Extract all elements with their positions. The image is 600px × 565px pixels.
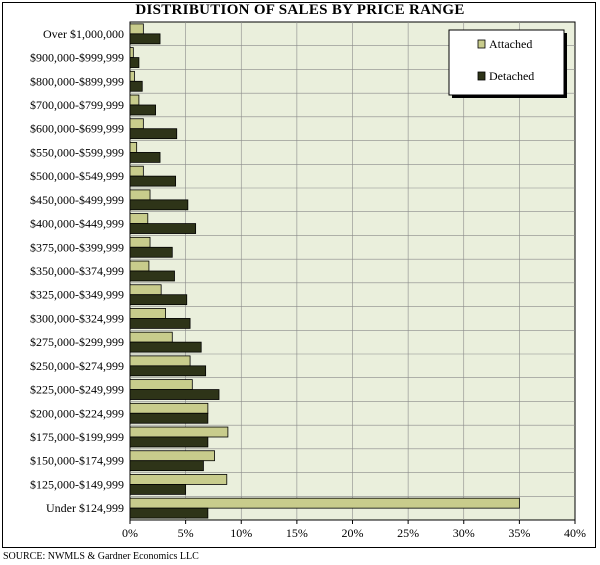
category-label: $300,000-$324,999 <box>30 311 124 325</box>
bar-detached-11 <box>129 294 188 306</box>
category-label: $225,000-$249,999 <box>30 383 124 397</box>
chart-title: DISTRIBUTION OF SALES BY PRICE RANGE <box>135 2 465 18</box>
category-label: $275,000-$299,999 <box>30 335 124 349</box>
x-tick-label: 15% <box>286 526 308 540</box>
x-tick-label: 40% <box>564 526 586 540</box>
bar-attached-1 <box>129 47 134 58</box>
bar-attached-19 <box>129 474 228 485</box>
bar-detached-13 <box>129 341 202 353</box>
bar-detached-16 <box>129 412 209 424</box>
legend-label-attached: Attached <box>489 37 532 51</box>
bar-attached-5 <box>129 142 138 153</box>
bar-detached-7 <box>129 199 189 211</box>
category-label: $400,000-$449,999 <box>30 217 124 231</box>
bar-detached-1 <box>129 57 140 68</box>
bar-detached-0 <box>129 33 161 45</box>
legend-label-detached: Detached <box>489 69 534 83</box>
x-tick-label: 25% <box>397 526 419 540</box>
category-label: $150,000-$174,999 <box>30 454 124 468</box>
bar-detached-6 <box>129 175 177 187</box>
category-label: $325,000-$349,999 <box>30 288 124 302</box>
bar-attached-9 <box>129 236 151 248</box>
category-label: $600,000-$699,999 <box>30 122 124 136</box>
category-label: $800,000-$899,999 <box>30 74 124 88</box>
bar-detached-12 <box>129 318 191 329</box>
bar-detached-3 <box>129 104 156 116</box>
bar-attached-17 <box>129 426 229 438</box>
bar-attached-6 <box>129 165 144 177</box>
legend-swatch-detached <box>477 71 486 81</box>
bar-detached-5 <box>129 152 161 163</box>
bar-attached-13 <box>129 331 173 343</box>
bar-attached-11 <box>129 284 162 296</box>
bar-detached-8 <box>129 223 197 234</box>
x-tick-label: 30% <box>453 526 475 540</box>
category-label: $125,000-$149,999 <box>30 477 124 491</box>
bar-detached-15 <box>129 389 220 400</box>
category-label: Over $1,000,000 <box>43 27 124 41</box>
category-label: $900,000-$999,999 <box>30 51 124 65</box>
bar-attached-16 <box>129 402 209 414</box>
x-tick-label: 5% <box>178 526 194 540</box>
category-label: $175,000-$199,999 <box>30 430 124 444</box>
bar-detached-20 <box>129 507 209 519</box>
bar-attached-14 <box>129 355 191 367</box>
x-tick-label: 35% <box>508 526 530 540</box>
bar-attached-18 <box>129 450 215 462</box>
x-tick-label: 20% <box>342 526 364 540</box>
bar-detached-19 <box>129 484 187 495</box>
category-label: $375,000-$399,999 <box>30 240 124 254</box>
category-label: $700,000-$799,999 <box>30 98 124 112</box>
category-label: $500,000-$549,999 <box>30 169 124 183</box>
bar-detached-17 <box>129 436 209 448</box>
bar-attached-7 <box>129 189 151 201</box>
x-tick-label: 10% <box>230 526 252 540</box>
x-tick-label: 0% <box>122 526 138 540</box>
bar-detached-14 <box>129 365 207 377</box>
bar-attached-8 <box>129 213 149 224</box>
legend-box <box>448 29 565 96</box>
bar-detached-10 <box>129 270 175 282</box>
category-label: Under $124,999 <box>46 501 124 515</box>
bar-detached-18 <box>129 460 204 472</box>
category-label: $550,000-$599,999 <box>30 145 124 159</box>
bar-attached-20 <box>129 497 520 509</box>
bar-detached-9 <box>129 246 173 258</box>
category-label: $450,000-$499,999 <box>30 193 124 207</box>
category-label: $350,000-$374,999 <box>30 264 124 278</box>
bar-attached-0 <box>129 23 144 35</box>
bar-attached-2 <box>129 70 135 82</box>
category-label: $200,000-$224,999 <box>30 406 124 420</box>
source-note: SOURCE: NWMLS & Gardner Economics LLC <box>3 551 199 562</box>
legend-swatch-attached <box>477 39 486 49</box>
bar-detached-2 <box>129 80 143 92</box>
bar-attached-4 <box>129 118 144 130</box>
bar-attached-12 <box>129 308 166 319</box>
bar-detached-4 <box>129 128 178 140</box>
category-label: $250,000-$274,999 <box>30 359 124 373</box>
bar-attached-3 <box>129 94 140 106</box>
bar-attached-15 <box>129 379 193 390</box>
bar-attached-10 <box>129 260 150 272</box>
